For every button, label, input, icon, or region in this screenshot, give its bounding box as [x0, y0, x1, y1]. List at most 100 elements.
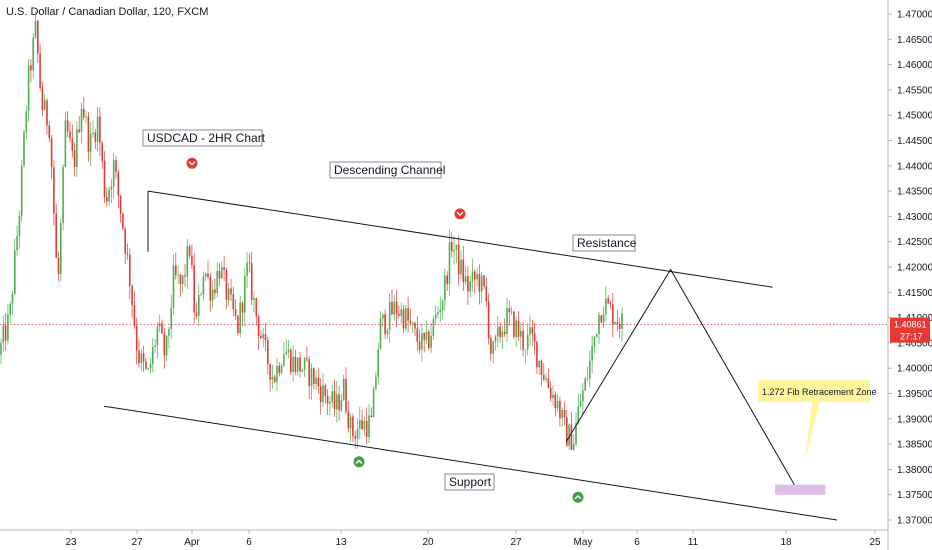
resistance-trendline[interactable] — [147, 190, 773, 288]
candle — [16, 225, 18, 256]
fib-callout[interactable]: 1.272 Fib Retracement Zone — [758, 380, 877, 460]
candle — [402, 304, 405, 333]
x-tick-label: 27 — [510, 537, 522, 548]
candle — [34, 11, 37, 40]
candle — [409, 308, 412, 326]
candle — [434, 305, 437, 325]
candle — [375, 371, 377, 391]
projection-path[interactable] — [565, 268, 800, 493]
support-label[interactable]: Support — [444, 473, 495, 491]
candle — [211, 280, 214, 309]
candle — [506, 297, 508, 342]
candle — [478, 264, 481, 305]
candle — [563, 402, 566, 426]
candle — [547, 368, 550, 389]
candle — [395, 290, 398, 327]
candle — [400, 302, 402, 324]
candle — [50, 135, 53, 179]
candle — [264, 322, 267, 351]
candle — [471, 258, 474, 292]
channel-label[interactable]: Descending Channel — [329, 161, 445, 179]
candle — [32, 33, 34, 78]
candle — [365, 407, 368, 445]
candle — [43, 94, 46, 111]
candle — [522, 321, 524, 357]
candle — [552, 385, 554, 406]
buy-signal-icon[interactable] — [572, 491, 584, 503]
candle — [250, 252, 253, 305]
candle — [227, 282, 230, 307]
candle — [181, 275, 184, 294]
candle — [319, 378, 322, 415]
candle — [156, 322, 159, 359]
resistance-label[interactable]: Resistance — [572, 234, 637, 252]
candle — [188, 244, 191, 259]
time-axis[interactable]: 23 27 Apr 6 13 20 27 May 6 11 18 25 — [0, 529, 888, 548]
y-tick-label: 1.46000 — [897, 60, 932, 71]
candle — [618, 317, 621, 338]
candle — [276, 357, 278, 392]
candle — [607, 295, 609, 305]
sell-signal-icon[interactable] — [186, 157, 198, 169]
x-tick-label: 6 — [634, 537, 640, 548]
candle — [285, 339, 287, 355]
candle — [301, 368, 304, 373]
candle — [317, 368, 320, 394]
buy-signal-icon[interactable] — [353, 456, 365, 468]
x-tick-label: May — [574, 537, 593, 548]
candle — [147, 367, 149, 371]
candle — [342, 375, 345, 401]
candle — [223, 256, 225, 282]
candle — [244, 267, 246, 327]
candle — [338, 385, 340, 421]
candle — [595, 333, 598, 338]
support-trendline[interactable] — [103, 405, 837, 521]
candle — [27, 58, 30, 122]
fib-target-zone[interactable] — [775, 484, 826, 495]
candle — [89, 122, 92, 166]
candle — [533, 322, 536, 355]
candle — [579, 393, 582, 407]
candle — [430, 323, 432, 353]
candle — [80, 102, 83, 144]
candle — [126, 243, 129, 260]
candle — [25, 105, 28, 140]
candle — [57, 251, 60, 282]
candle — [349, 413, 352, 442]
candle — [329, 396, 331, 416]
candle — [469, 275, 471, 298]
candle — [234, 299, 237, 320]
chart-label[interactable]: USDCAD - 2HR Chart — [142, 129, 266, 147]
candle — [483, 274, 485, 290]
candle — [439, 296, 442, 323]
candle — [425, 320, 428, 344]
candle — [513, 310, 515, 339]
candle — [487, 293, 490, 345]
candlestick-series — [0, 11, 623, 451]
x-tick-label: 13 — [335, 537, 347, 548]
candle — [536, 341, 538, 374]
candle — [538, 360, 540, 375]
candle — [239, 295, 241, 338]
y-tick-label: 1.41500 — [897, 288, 932, 299]
candle — [326, 389, 329, 415]
candle — [204, 272, 207, 281]
candle — [531, 319, 534, 346]
candle — [214, 278, 216, 300]
candle — [280, 363, 283, 375]
candle — [11, 290, 14, 315]
candle — [138, 340, 140, 368]
candle — [64, 111, 67, 168]
candle — [92, 120, 94, 138]
candle — [207, 260, 209, 280]
price-axis[interactable]: 1.47000 1.46500 1.46000 1.45500 1.45000 1.445… — [887, 0, 932, 550]
sell-signal-icon[interactable] — [454, 208, 466, 220]
candle — [490, 335, 492, 362]
candle — [195, 302, 198, 319]
candle — [591, 335, 593, 374]
candle — [584, 376, 586, 392]
candle — [444, 268, 446, 311]
candle — [379, 311, 382, 350]
candle — [577, 393, 580, 425]
